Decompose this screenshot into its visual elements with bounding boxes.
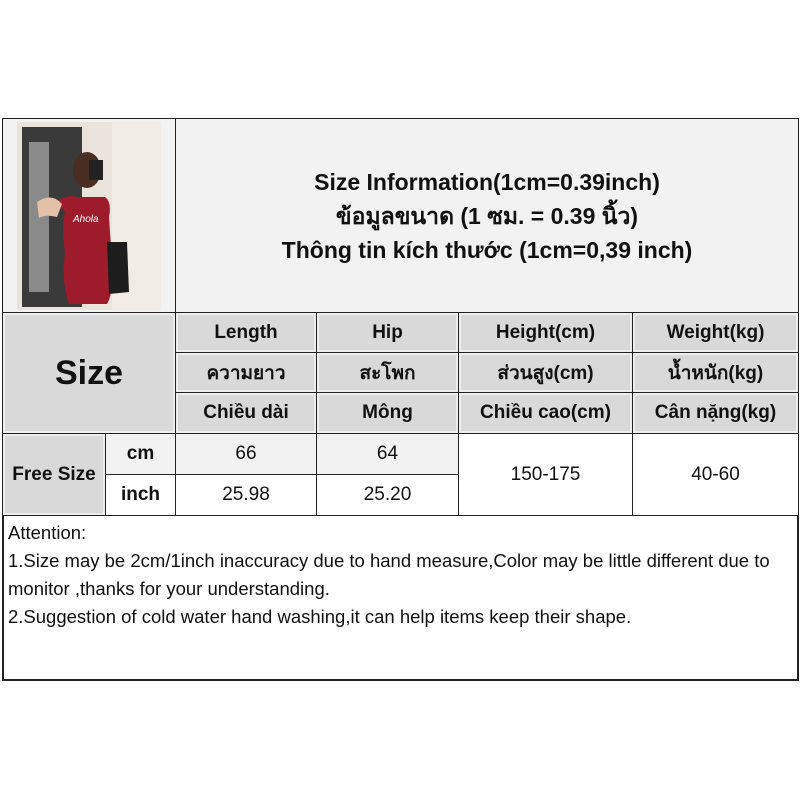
hip-header-vi: Mông xyxy=(316,392,459,434)
attention-heading: Attention: xyxy=(8,522,87,543)
product-photo: Ahola xyxy=(17,121,161,310)
svg-text:Ahola: Ahola xyxy=(72,214,99,225)
hip-header-en: Hip xyxy=(316,312,459,353)
weight-header-vi: Cân nặng(kg) xyxy=(632,392,799,434)
size-header: Size xyxy=(2,312,176,434)
hip-header-th: สะโพก xyxy=(316,352,459,393)
length-header-th: ความยาว xyxy=(175,352,317,393)
title-block: Size Information(1cm=0.39inch) ข้อมูลขนา… xyxy=(175,118,799,313)
unit-inch: inch xyxy=(105,474,176,516)
height-header-en: Height(cm) xyxy=(458,312,633,353)
length-cm: 66 xyxy=(175,433,317,475)
weight-value: 40-60 xyxy=(632,433,799,516)
length-header-vi: Chiều dài xyxy=(175,392,317,434)
weight-header-th: น้ำหนัก(kg) xyxy=(632,352,799,393)
length-header-en: Length xyxy=(175,312,317,353)
height-header-th: ส่วนสูง(cm) xyxy=(458,352,633,393)
attention-notes: Attention: 1.Size may be 2cm/1inch inacc… xyxy=(2,515,799,681)
title-english: Size Information(1cm=0.39inch) xyxy=(314,168,660,195)
attention-note-1: 1.Size may be 2cm/1inch inaccuracy due t… xyxy=(8,550,770,599)
length-inch: 25.98 xyxy=(175,474,317,516)
hip-cm: 64 xyxy=(316,433,459,475)
height-header-vi: Chiều cao(cm) xyxy=(458,392,633,434)
attention-note-2: 2.Suggestion of cold water hand washing,… xyxy=(8,606,632,627)
weight-header-en: Weight(kg) xyxy=(632,312,799,353)
free-size-label: Free Size xyxy=(2,433,106,516)
title-vietnamese: Thông tin kích thước (1cm=0,39 inch) xyxy=(281,236,693,263)
height-value: 150-175 xyxy=(458,433,633,516)
unit-cm: cm xyxy=(105,433,176,475)
hip-inch: 25.20 xyxy=(316,474,459,516)
title-thai: ข้อมูลขนาด (1 ซม. = 0.39 นิ้ว) xyxy=(335,202,639,229)
product-photo-cell: Ahola xyxy=(2,118,176,313)
